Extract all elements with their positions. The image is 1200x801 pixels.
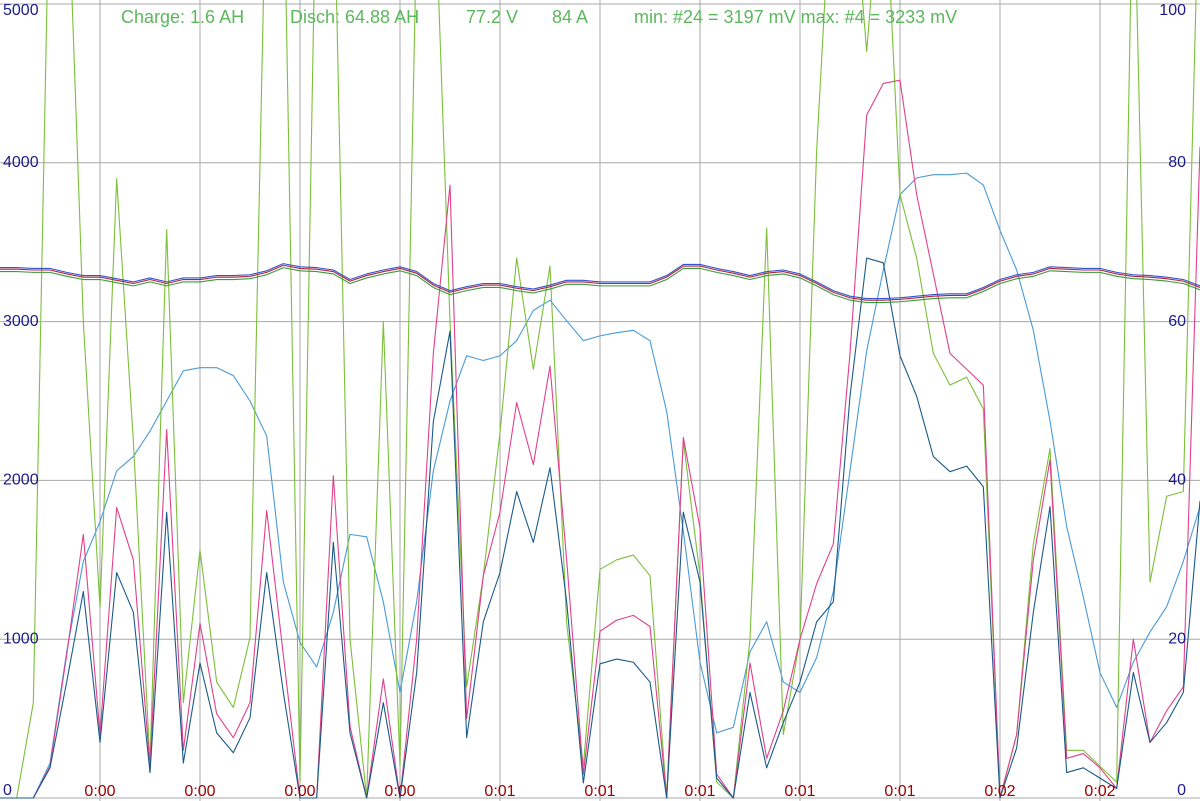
y-tick-label: 1000 [3,630,39,647]
x-tick-label: 0:00 [84,783,115,800]
y-tick-label: 2000 [3,472,39,489]
x-tick-label: 0:01 [584,783,615,800]
series-line [0,263,1200,300]
x-tick-label: 0:02 [984,783,1015,800]
labels: 0 1000 2000 3000 4000 5000 0 20 40 60 80 100 0:00 0:0… [3,2,1186,800]
y2-tick-label: 80 [1168,154,1186,171]
x-tick-label: 0:01 [684,783,715,800]
y2-tick-label: 60 [1168,313,1186,330]
y-tick-label: 4000 [3,154,39,171]
x-tick-label: 0:00 [284,783,315,800]
y2-tick-label: 0 [1177,782,1186,799]
header-stat: Disch: 64.88 AH [290,7,419,27]
header-stat: min: #24 = 3197 mV max: #4 = 3233 mV [634,7,957,27]
y2-tick-label: 40 [1168,472,1186,489]
x-tick-label: 0:01 [784,783,815,800]
header-stat: Charge: 1.6 AH [121,7,244,27]
header-stat: 77.2 V [466,7,518,27]
x-tick-label: 0:00 [184,783,215,800]
y2-tick-label: 20 [1168,630,1186,647]
x-tick-label: 0:01 [884,783,915,800]
y2-tick-label: 100 [1159,2,1186,19]
x-tick-label: 0:00 [384,783,415,800]
y-tick-label: 3000 [3,313,39,330]
x-tick-label: 0:01 [484,783,515,800]
y-tick-label: 0 [3,782,12,799]
x-tick-label: 0:02 [1084,783,1115,800]
y-tick-label: 5000 [3,2,39,19]
header-stat: 84 A [552,7,588,27]
series-line [0,172,1200,799]
series-line [0,264,1200,301]
series-line [0,257,1200,799]
series-line [0,267,1200,304]
